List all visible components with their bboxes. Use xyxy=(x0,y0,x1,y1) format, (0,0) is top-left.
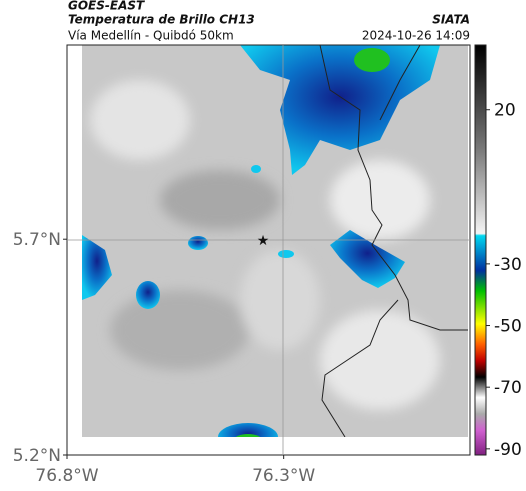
colorbar-tick-label: -50 xyxy=(494,317,522,337)
colorbar-tick-label: -70 xyxy=(494,378,522,398)
colorbar xyxy=(474,44,487,456)
cloud xyxy=(330,230,405,288)
cloud xyxy=(188,236,208,250)
cloud xyxy=(278,250,294,258)
brand: SIATA xyxy=(432,13,470,27)
header: GOES-EAST Temperatura de Brillo CH13 SIA… xyxy=(68,0,470,43)
colorbar-tick-label: -90 xyxy=(494,440,522,460)
source: GOES-EAST xyxy=(68,0,145,13)
cloud xyxy=(82,235,112,300)
border xyxy=(319,45,468,331)
cloud xyxy=(251,165,261,173)
colorbar-tick-label: 20 xyxy=(494,101,516,121)
ticks: 5.7°N 5.2°N76.8°W 76.3°W 20 -30 -50 -70 -90 xyxy=(13,101,522,486)
lon-tick-label: 76.8°W xyxy=(35,466,98,486)
border xyxy=(321,299,399,437)
satellite-image xyxy=(82,45,468,437)
cloud-core xyxy=(354,48,390,72)
timestamp: 2024-10-26 14:09 xyxy=(362,29,470,43)
lat-tick-label: 5.2°N xyxy=(13,446,61,466)
texture xyxy=(90,80,440,410)
lon-tick-label: 76.3°W xyxy=(252,466,315,486)
lat-tick-label: 5.7°N xyxy=(13,230,61,250)
map-frame xyxy=(66,44,471,456)
cloud xyxy=(240,45,440,175)
cloud xyxy=(218,423,278,437)
cloud-core xyxy=(235,434,261,437)
title: Temperatura de Brillo CH13 xyxy=(68,13,255,27)
colorbar-tick-label: -30 xyxy=(494,255,522,275)
location-marker: ★ xyxy=(257,233,270,249)
cloud xyxy=(136,281,160,309)
subtitle: Vía Medellín - Quibdó 50km xyxy=(68,29,234,43)
border xyxy=(379,45,421,121)
